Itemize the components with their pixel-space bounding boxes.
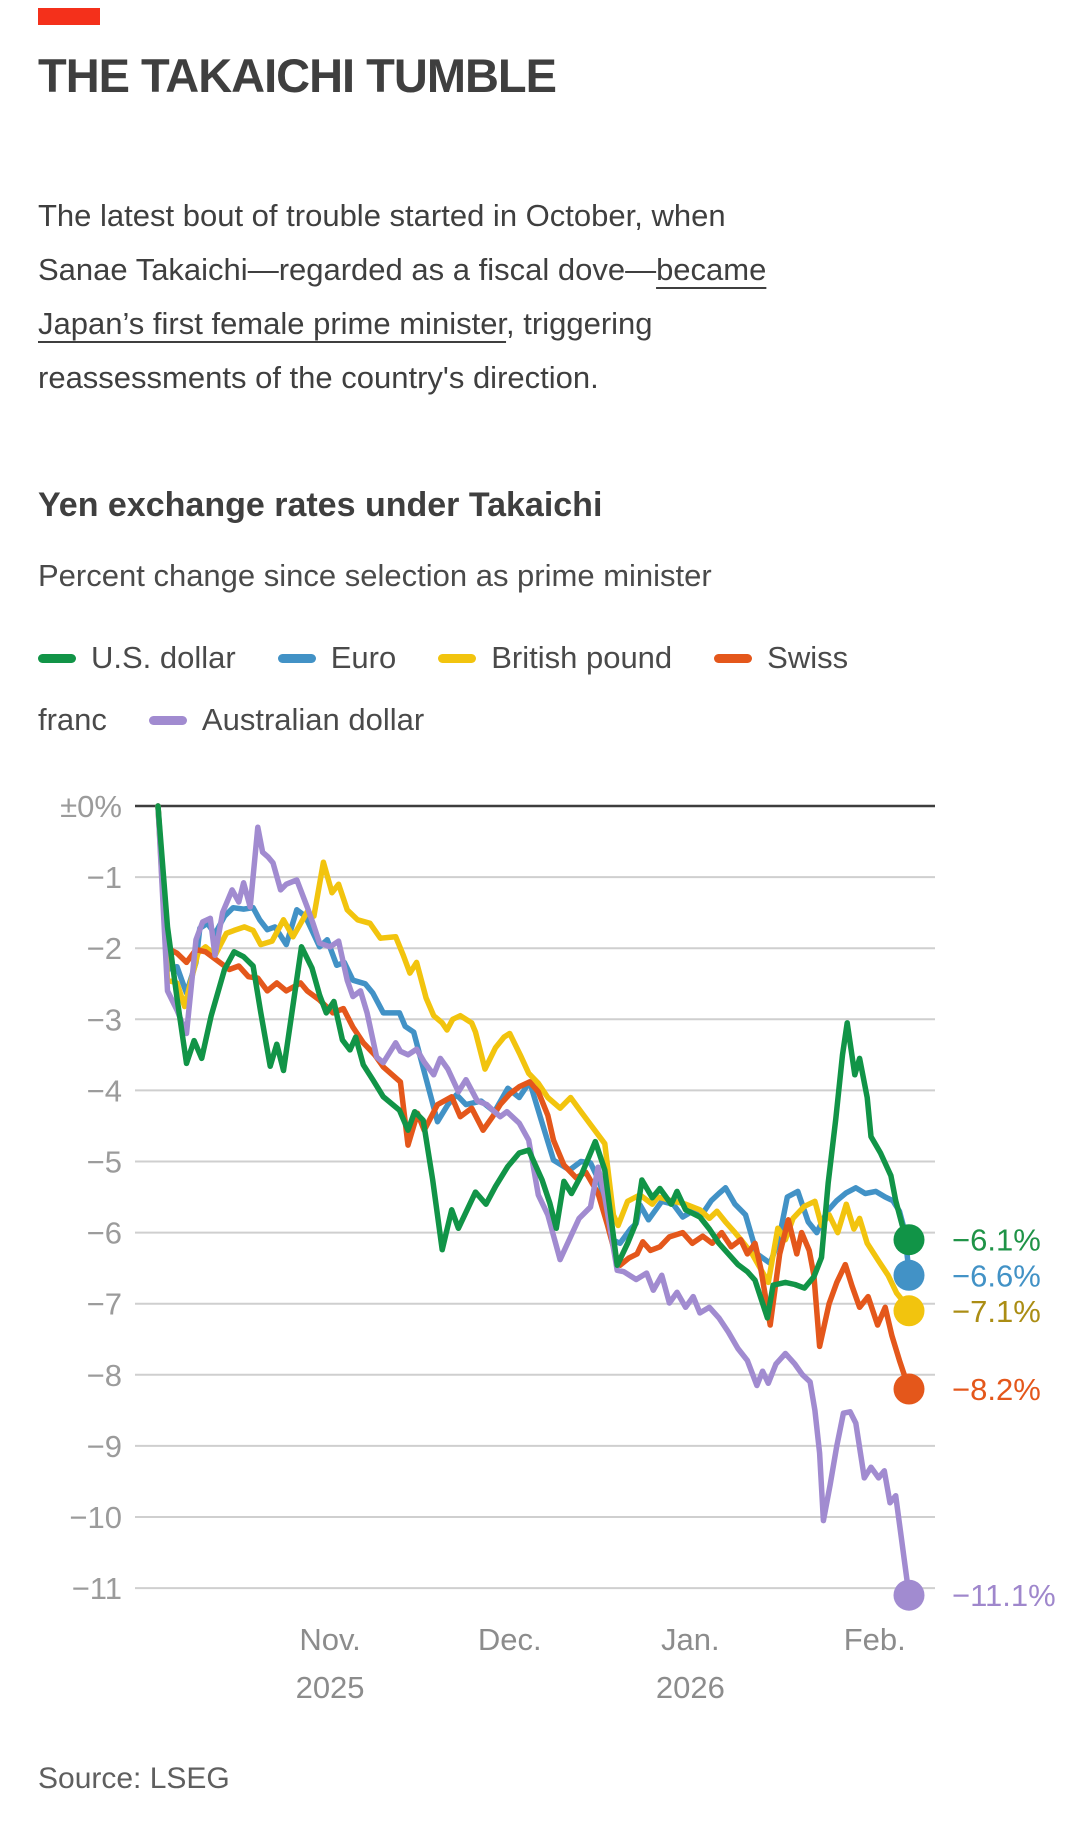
intro-text: The latest bout of trouble started in Oc…: [38, 198, 726, 233]
series-line-euro: [155, 803, 912, 1275]
chart-legend: U.S. dollar Euro British pound Swiss franc Au…: [38, 636, 888, 760]
article-link[interactable]: Japan’s first female prime minister: [38, 306, 507, 341]
article-link[interactable]: became: [656, 252, 767, 287]
end-value-label: −8.2%: [952, 1372, 1041, 1407]
end-dot-british-pound: [893, 1295, 925, 1327]
legend-row: franc Australian dollar: [38, 698, 888, 742]
legend-swatch: [38, 653, 76, 663]
legend-label: Swiss: [767, 640, 849, 675]
x-tick-label: Feb.: [844, 1622, 906, 1657]
legend-swatch: [438, 653, 477, 663]
end-value-label: −6.6%: [952, 1258, 1041, 1293]
y-tick-label: −10: [69, 1500, 122, 1535]
legend-item-british-pound: British pound: [438, 640, 672, 676]
x-tick-sublabel: 2026: [656, 1670, 725, 1705]
source-note: Source: LSEG: [38, 1762, 230, 1795]
end-dot-australian-dollar: [893, 1579, 925, 1611]
intro-paragraph: The latest bout of trouble started in Oc…: [38, 189, 838, 405]
end-value-label: −7.1%: [952, 1294, 1041, 1329]
legend-item-franc: franc: [38, 702, 107, 738]
chart-title: Yen exchange rates under Takaichi: [38, 486, 603, 524]
legend-label: Euro: [330, 640, 397, 675]
chart-subtitle: Percent change since selection as prime …: [38, 558, 712, 593]
legend-row: U.S. dollar Euro British pound Swiss: [38, 636, 888, 680]
legend-item-u-s-dollar: U.S. dollar: [38, 640, 236, 676]
end-dot-euro: [893, 1259, 925, 1291]
legend-label: Australian dollar: [201, 702, 425, 737]
page-title: THE TAKAICHI TUMBLE: [38, 49, 557, 102]
intro-text: , triggering: [506, 306, 653, 341]
y-tick-label: ±0%: [60, 789, 122, 824]
end-value-label: −11.1%: [952, 1578, 1056, 1613]
exchange-rate-line-chart: ±0% −1 −2 −3 −4 −5 −6 −7 −8 −9 −10 −11 Nov. 2025 Dec. J…: [60, 789, 1056, 1705]
y-tick-label: −6: [87, 1216, 122, 1251]
series-line-u-s-dollar: [155, 803, 912, 1321]
legend-item-euro: Euro: [277, 640, 397, 676]
legend-item-australian-dollar: Australian dollar: [148, 702, 425, 738]
y-tick-label: −5: [87, 1145, 122, 1180]
end-dot-u-s-dollar: [893, 1224, 925, 1256]
y-tick-label: −8: [87, 1358, 122, 1393]
legend-swatch: [148, 715, 187, 725]
end-dot-swiss-franc: [893, 1373, 925, 1405]
y-tick-label: −4: [87, 1073, 122, 1108]
legend-label: U.S. dollar: [91, 640, 236, 675]
x-tick-sublabel: 2025: [296, 1670, 365, 1705]
y-tick-label: −7: [87, 1287, 122, 1322]
y-tick-label: −9: [87, 1429, 122, 1464]
y-tick-label: −2: [87, 931, 122, 966]
legend-label: franc: [38, 702, 107, 737]
intro-text: Sanae Takaichi—regarded as a fiscal dove…: [38, 252, 657, 287]
x-tick-label: Nov.: [299, 1622, 360, 1657]
y-tick-label: −11: [72, 1571, 122, 1606]
legend-swatch: [714, 653, 753, 663]
end-value-label: −6.1%: [952, 1223, 1041, 1258]
x-tick-label: Dec.: [478, 1622, 542, 1657]
y-tick-label: −1: [87, 860, 122, 895]
series-line-australian-dollar: [155, 803, 912, 1598]
brand-accent-bar: [38, 8, 100, 25]
series-line-british-pound: [155, 803, 912, 1314]
legend-swatch: [277, 653, 316, 663]
x-tick-label: Jan.: [661, 1622, 720, 1657]
legend-item-swiss: Swiss: [714, 640, 848, 676]
legend-label: British pound: [491, 640, 673, 675]
intro-text: reassessments of the country's direction…: [38, 360, 599, 395]
y-tick-label: −3: [87, 1002, 122, 1037]
